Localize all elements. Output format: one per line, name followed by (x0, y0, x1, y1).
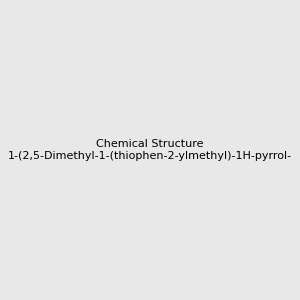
Text: Chemical Structure
1-(2,5-Dimethyl-1-(thiophen-2-ylmethyl)-1H-pyrrol-: Chemical Structure 1-(2,5-Dimethyl-1-(th… (8, 139, 292, 161)
